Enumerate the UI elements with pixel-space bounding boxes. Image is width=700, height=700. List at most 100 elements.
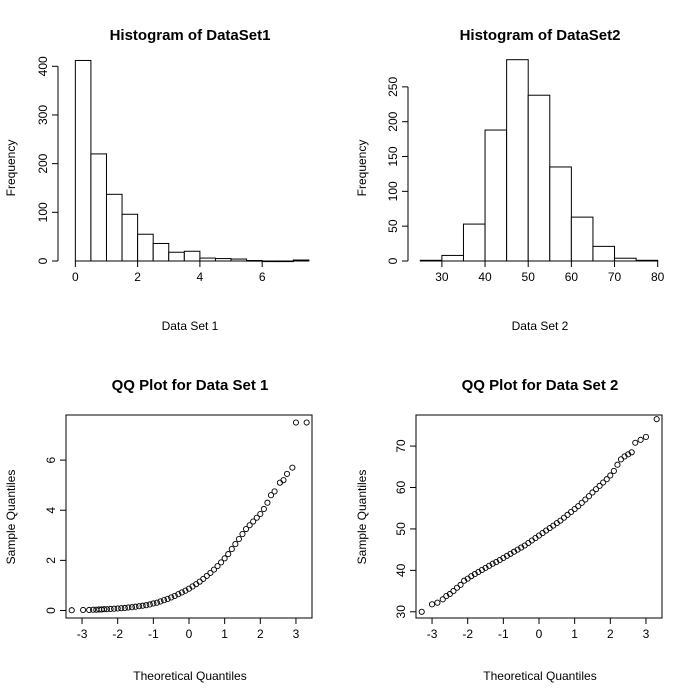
- histogram-bar: [105, 193, 123, 262]
- qq-point: [264, 499, 271, 506]
- qq-point: [171, 592, 178, 599]
- y-tick-label: 400: [36, 56, 50, 76]
- x-tick-label: 4: [197, 270, 204, 284]
- histogram-bar: [168, 251, 185, 262]
- qq-point: [132, 603, 139, 610]
- x-tick-label: 3: [643, 627, 650, 641]
- qq-point: [642, 433, 650, 441]
- qq-point: [125, 604, 132, 611]
- qq-point: [560, 514, 568, 521]
- qq-point: [292, 419, 300, 426]
- histogram-bar: [527, 94, 551, 262]
- histogram-bar: [462, 223, 486, 262]
- qq-point: [80, 606, 87, 614]
- x-axis-label: Data Set 1: [162, 319, 219, 333]
- y-tick-label: 150: [386, 146, 400, 166]
- plot-frame: [415, 414, 663, 619]
- y-tick-label: 4: [44, 507, 58, 514]
- plot-frame: [65, 414, 313, 619]
- qq-point: [228, 546, 235, 553]
- panel-qq-2: QQ Plot for Data Set 2 Theoretical Quant…: [355, 377, 663, 683]
- histogram-bar: [121, 213, 139, 262]
- qq-point: [585, 493, 592, 500]
- histogram-bar: [214, 258, 232, 262]
- qq-point: [221, 555, 228, 562]
- qq-point: [610, 467, 617, 474]
- x-tick-label: 0: [186, 627, 193, 641]
- histogram-bar: [441, 254, 464, 262]
- x-tick-label: 60: [565, 270, 579, 284]
- histogram-bar: [292, 259, 310, 262]
- x-axis-label: Theoretical Quantiles: [133, 669, 246, 683]
- qq-point: [225, 551, 232, 558]
- y-tick-label: 0: [44, 607, 58, 614]
- qq-point: [203, 572, 210, 579]
- qq-point: [637, 436, 644, 443]
- histogram-bar: [183, 250, 201, 262]
- qq-point: [153, 599, 160, 606]
- x-tick-label: -2: [112, 627, 123, 641]
- qq-point: [128, 604, 136, 611]
- qq-point: [68, 607, 75, 614]
- qq-point: [121, 604, 128, 612]
- qq-point: [617, 456, 625, 463]
- qq-point: [168, 594, 175, 601]
- x-tick-label: -1: [498, 627, 509, 641]
- qq-point: [453, 584, 461, 591]
- qq-point: [614, 461, 621, 468]
- chart-title: Histogram of DataSet2: [460, 27, 621, 44]
- y-tick-label: 0: [36, 257, 50, 264]
- qq-point: [592, 486, 600, 493]
- qq-point: [418, 608, 425, 615]
- qq-point: [607, 472, 614, 479]
- qq-point: [439, 596, 446, 603]
- x-tick-label: 40: [478, 270, 492, 284]
- panel-qq-1: QQ Plot for Data Set 1 Theoretical Quant…: [4, 377, 313, 683]
- x-tick-label: 6: [259, 270, 266, 284]
- qq-point: [450, 588, 457, 595]
- qq-point: [571, 505, 578, 513]
- qq-point: [136, 603, 143, 610]
- qq-point: [489, 560, 496, 567]
- histogram-bar: [549, 166, 572, 262]
- y-tick-label: 100: [36, 202, 50, 222]
- qq-point: [114, 605, 121, 612]
- qq-point: [200, 575, 207, 582]
- histogram-bar: [137, 233, 154, 262]
- qq-point: [260, 505, 267, 513]
- qq-point: [111, 605, 118, 612]
- histogram-bar: [246, 260, 263, 262]
- qq-point: [575, 503, 582, 510]
- y-axis-label: Frequency: [4, 140, 18, 197]
- qq-point: [86, 606, 93, 614]
- x-tick-label: 80: [651, 270, 665, 284]
- y-tick-label: 50: [386, 219, 400, 233]
- histogram-bar: [74, 59, 92, 262]
- qq-point: [267, 492, 275, 499]
- y-tick-label: 30: [394, 605, 408, 619]
- qq-point: [253, 514, 260, 521]
- qq-point: [143, 602, 150, 609]
- chart-title: QQ Plot for Data Set 1: [112, 377, 269, 394]
- qq-point: [596, 482, 603, 489]
- y-tick-label: 2: [44, 557, 58, 564]
- histogram-bar: [419, 259, 443, 262]
- qq-point: [235, 536, 242, 543]
- y-tick-label: 6: [44, 456, 58, 463]
- qq-point: [653, 416, 660, 423]
- chart-title: QQ Plot for Data Set 2: [462, 377, 619, 394]
- x-tick-label: -3: [77, 627, 88, 641]
- plot-area: -3 -2 -1 0 1 2 3 30 40 50 60 70: [394, 414, 663, 641]
- x-tick-label: 3: [293, 627, 300, 641]
- chart-title: Histogram of DataSet1: [110, 27, 271, 44]
- panel-histogram-2: Histogram of DataSet2 Data Set 2 Frequen…: [355, 27, 665, 333]
- x-tick-label: -3: [427, 627, 438, 641]
- x-axis-label: Theoretical Quantiles: [483, 669, 596, 683]
- qq-point: [582, 496, 589, 503]
- histogram-bar: [506, 59, 529, 262]
- histogram-bar: [152, 242, 170, 262]
- qq-point: [182, 587, 189, 594]
- x-tick-label: 1: [571, 627, 578, 641]
- x-tick-label: -2: [462, 627, 473, 641]
